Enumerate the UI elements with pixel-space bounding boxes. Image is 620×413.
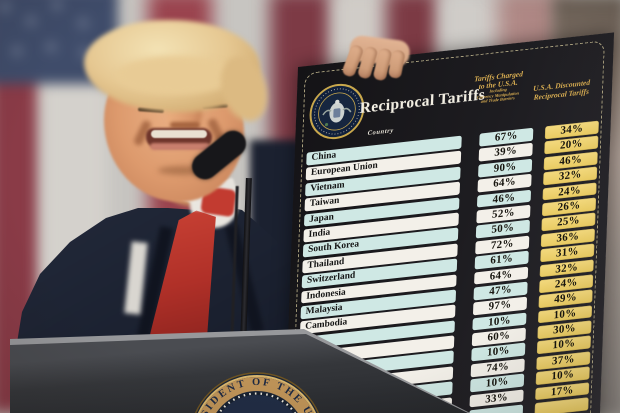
podium-presidential-seal: SIDENT OF THE U [194, 372, 320, 413]
chin-shadow [158, 166, 210, 175]
lower-lip [150, 143, 210, 150]
hair-fringe [116, 56, 238, 94]
teeth [151, 130, 207, 138]
nose-shadow [170, 122, 200, 128]
